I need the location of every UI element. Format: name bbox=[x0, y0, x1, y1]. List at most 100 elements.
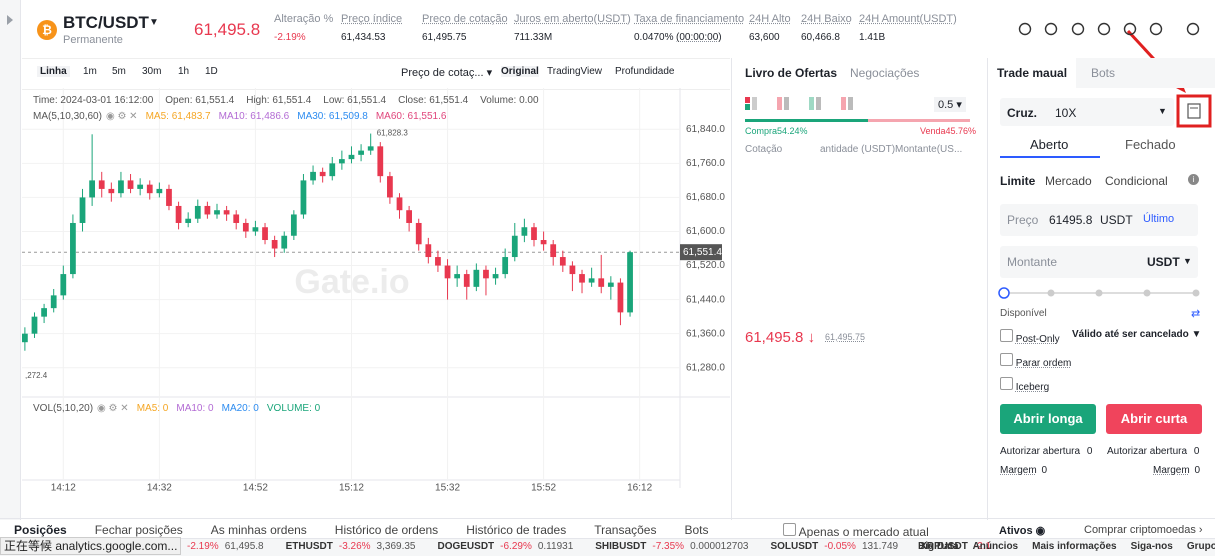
leverage-select[interactable] bbox=[1000, 98, 1174, 126]
candle-body bbox=[146, 184, 153, 194]
checkbox[interactable] bbox=[783, 523, 796, 536]
toolbar-icon[interactable] bbox=[1149, 22, 1163, 36]
checkbox[interactable] bbox=[1000, 377, 1013, 390]
footer-link[interactable]: Anúncios bbox=[972, 541, 1019, 552]
x-tick-label: 15:12 bbox=[339, 483, 364, 494]
price-ref[interactable]: Último bbox=[1143, 213, 1175, 225]
candle-body bbox=[425, 244, 432, 258]
candle-body bbox=[377, 146, 384, 177]
bottom-tab[interactable]: Transações bbox=[594, 523, 657, 537]
iceberg[interactable]: Iceberg bbox=[1000, 377, 1049, 393]
info-line: Time: 2024-03-01 16:12:00 Open: 61,551.4 H… bbox=[33, 95, 539, 106]
interval[interactable]: Linha bbox=[37, 66, 70, 77]
stat-value: 711.33M bbox=[514, 32, 553, 43]
ticker-name[interactable]: ETHUSDT bbox=[285, 541, 333, 552]
side-underline bbox=[1000, 156, 1100, 158]
toolbar-icon[interactable] bbox=[1123, 22, 1137, 36]
trade-tab[interactable]: Bots bbox=[1091, 66, 1116, 80]
vol-icons: ◉ ⚙ ✕ bbox=[97, 403, 129, 414]
order-type[interactable]: Mercado bbox=[1045, 174, 1092, 188]
price-type[interactable]: Preço de cotaç... ▾ bbox=[401, 67, 493, 79]
toolbar-icon[interactable] bbox=[1071, 22, 1085, 36]
auth-short: Autorizar abertura 0 bbox=[1107, 446, 1199, 457]
toolbar-icon[interactable] bbox=[1097, 22, 1111, 36]
checkbox[interactable] bbox=[1000, 353, 1013, 366]
x-tick-label: 14:12 bbox=[51, 483, 76, 494]
amount-input[interactable] bbox=[1000, 246, 1198, 278]
candle-body bbox=[185, 218, 192, 223]
info-icon[interactable]: i bbox=[1188, 174, 1199, 185]
bottom-tab[interactable]: Fechar posições bbox=[94, 523, 183, 537]
validity[interactable]: Válido até ser cancelado ▼ bbox=[1072, 329, 1202, 340]
vol-item: VOLUME: 0 bbox=[267, 403, 321, 414]
trade-tab[interactable]: Trade maual bbox=[997, 66, 1068, 80]
view[interactable]: Original bbox=[501, 66, 539, 77]
interval[interactable]: 5m bbox=[112, 66, 126, 77]
interval[interactable]: 1h bbox=[178, 66, 190, 77]
buy-pct: Compra54.24% bbox=[745, 126, 808, 136]
bottom-tab[interactable]: Histórico de trades bbox=[466, 523, 567, 537]
ticker-name[interactable]: SOLUSDT bbox=[770, 541, 819, 552]
margin-short: Margem 0 bbox=[1153, 465, 1200, 476]
candle-body bbox=[70, 222, 76, 275]
checkbox[interactable] bbox=[1000, 329, 1013, 342]
filter[interactable]: Apenas o mercado atual bbox=[783, 523, 929, 539]
ticker-name[interactable]: DOGEUSDT bbox=[437, 541, 495, 552]
candle-body bbox=[300, 180, 307, 215]
symbol[interactable]: BTC/USDT bbox=[63, 13, 149, 32]
low-label: ,272.4 bbox=[25, 371, 48, 380]
ob-tab[interactable]: Livro de Ofertas bbox=[745, 66, 838, 80]
open-short[interactable]: Abrir curta bbox=[1106, 404, 1202, 434]
transfer-icon[interactable]: ⇄ bbox=[1191, 308, 1201, 320]
interval[interactable]: 30m bbox=[142, 66, 162, 77]
auth-value: 0 bbox=[1086, 446, 1093, 457]
price-input[interactable] bbox=[1000, 204, 1198, 236]
stop-order[interactable]: Parar ordem bbox=[1000, 353, 1071, 369]
interval[interactable]: 1D bbox=[205, 66, 218, 77]
assets[interactable]: Ativos ◉ bbox=[999, 525, 1046, 537]
footer-link[interactable]: Big Data bbox=[918, 541, 959, 552]
footer-link[interactable]: Siga-nos bbox=[1130, 541, 1173, 552]
bottom-tab[interactable]: Posições bbox=[14, 523, 67, 537]
ob-tab[interactable]: Negociações bbox=[850, 66, 920, 80]
footer-link[interactable]: Grupo bbox=[1186, 541, 1215, 552]
buy-crypto[interactable]: Comprar criptomoedas › bbox=[1084, 524, 1203, 536]
caret[interactable]: ▼ bbox=[149, 17, 159, 28]
contract: Permanente bbox=[63, 34, 123, 46]
candle-body bbox=[204, 205, 211, 215]
view[interactable]: Profundidade bbox=[615, 66, 675, 77]
candle-body bbox=[271, 240, 278, 249]
ticker-name[interactable]: SHIBUSDT bbox=[595, 541, 647, 552]
post-only[interactable]: Post-Only bbox=[1000, 329, 1060, 345]
candle-body bbox=[627, 252, 633, 313]
stat-label: 24H Alto bbox=[749, 13, 791, 25]
slider[interactable] bbox=[998, 286, 1203, 300]
toolbar-icon[interactable] bbox=[1044, 22, 1058, 36]
toolbar-icon[interactable] bbox=[1186, 22, 1200, 36]
side-tab[interactable]: Aberto bbox=[1030, 137, 1069, 152]
view[interactable]: TradingView bbox=[547, 66, 603, 77]
footer-link[interactable]: Mais informações bbox=[1032, 541, 1117, 552]
candle-body bbox=[194, 205, 201, 219]
order-type[interactable]: Condicional bbox=[1105, 174, 1168, 188]
y-tick-label: 61,600.0 bbox=[686, 226, 725, 237]
ma-legend: MA(5,10,30,60) ◉ ⚙ ✕ MA5: 61,483.7 MA10: 61… bbox=[33, 111, 447, 122]
order-type[interactable]: Limite bbox=[1000, 174, 1036, 188]
bottom-tab[interactable]: As minhas ordens bbox=[210, 523, 307, 537]
side-tab[interactable]: Fechado bbox=[1125, 137, 1176, 152]
ticker-name[interactable]: XRPUSDT bbox=[920, 541, 968, 552]
bottom-tab[interactable]: Histórico de ordens bbox=[334, 523, 439, 537]
depth-select[interactable]: 0.5 ▾ bbox=[934, 97, 966, 112]
candle-body bbox=[262, 227, 268, 241]
candle-body bbox=[310, 171, 316, 181]
last-price: 61,495.8 bbox=[194, 20, 261, 39]
open-long[interactable]: Abrir longa bbox=[1000, 404, 1096, 434]
info-item: Open: 61,551.4 bbox=[165, 95, 234, 106]
ob-view-icons[interactable] bbox=[745, 97, 865, 111]
interval[interactable]: 1m bbox=[83, 66, 97, 77]
bottom-tab[interactable]: Bots bbox=[684, 523, 709, 537]
price-unit: USDT bbox=[1100, 213, 1133, 227]
collapse-icon[interactable] bbox=[5, 14, 15, 26]
ticker-bar bbox=[0, 538, 1215, 556]
toolbar-icon[interactable] bbox=[1018, 22, 1032, 36]
